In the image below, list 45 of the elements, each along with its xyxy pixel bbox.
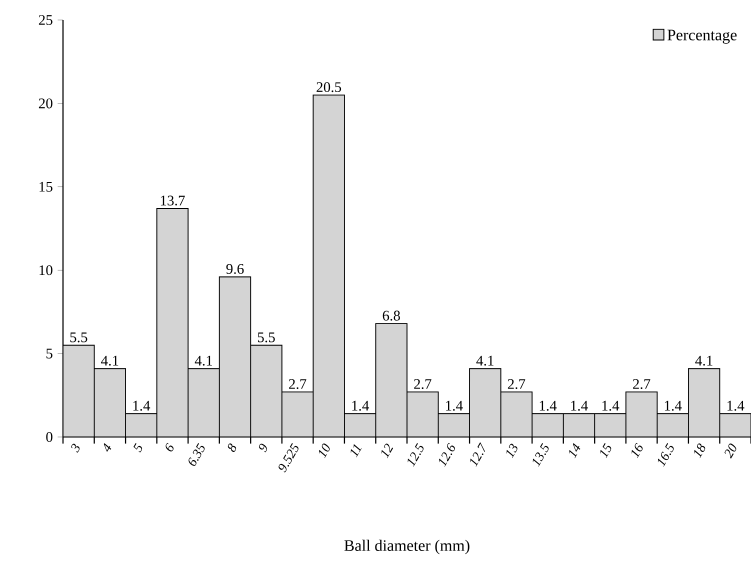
y-tick-label: 25 bbox=[38, 15, 52, 25]
legend-label: Percentage bbox=[667, 30, 737, 44]
data-label: 13.7 bbox=[160, 196, 185, 206]
data-label: 2.7 bbox=[289, 379, 306, 390]
data-label: 6.8 bbox=[382, 310, 400, 321]
data-label: 5.5 bbox=[258, 332, 275, 342]
x-tick-label: 20 bbox=[724, 444, 736, 459]
y-tick-label: 0 bbox=[46, 432, 52, 442]
y-tick-label: 20 bbox=[38, 98, 52, 108]
data-label: 1.4 bbox=[664, 400, 682, 411]
data-label: 1.4 bbox=[446, 400, 463, 411]
x-tick-label: 18 bbox=[694, 443, 706, 458]
data-label: 4.1 bbox=[101, 356, 118, 366]
x-tick-label: 14 bbox=[569, 443, 580, 458]
data-label: 2.7 bbox=[414, 379, 432, 390]
x-tick-label: 13 bbox=[506, 444, 518, 458]
data-label: 1.4 bbox=[352, 400, 370, 411]
x-tick-label: 10 bbox=[318, 444, 330, 458]
x-tick-label: 16 bbox=[632, 442, 643, 458]
y-tick-label: 15 bbox=[40, 182, 52, 192]
x-tick-label: 15 bbox=[600, 442, 612, 458]
x-tick-label: 3 bbox=[71, 444, 80, 453]
x-tick-label: 12 bbox=[382, 444, 394, 458]
x-tick-label: 9 bbox=[259, 444, 267, 452]
y-tick-label: 10 bbox=[40, 265, 52, 276]
x-axis-title: Ball diameter (mm) bbox=[344, 540, 470, 554]
x-tick-label: 4 bbox=[104, 443, 112, 452]
data-label: 1.4 bbox=[571, 400, 588, 411]
data-label: 2.7 bbox=[508, 379, 526, 390]
x-tick-label: 11 bbox=[350, 444, 362, 458]
x-tick-label: 5 bbox=[133, 442, 142, 453]
data-label: 4.1 bbox=[476, 356, 494, 366]
x-tick-label: 8 bbox=[228, 443, 236, 452]
data-label: 4.1 bbox=[695, 356, 712, 366]
data-label: 20.5 bbox=[316, 82, 342, 92]
data-label: 5.5 bbox=[70, 332, 88, 342]
data-label: 1.4 bbox=[602, 400, 620, 411]
data-label: 4.1 bbox=[194, 356, 212, 366]
data-label: 1.4 bbox=[540, 400, 557, 411]
data-label: 2.7 bbox=[633, 379, 650, 390]
x-tick-label: 6 bbox=[166, 442, 174, 452]
data-label: 1.4 bbox=[133, 400, 150, 411]
data-label: 9.6 bbox=[226, 264, 244, 274]
data-label: 1.4 bbox=[727, 400, 744, 411]
y-tick-label: 5 bbox=[46, 348, 52, 358]
